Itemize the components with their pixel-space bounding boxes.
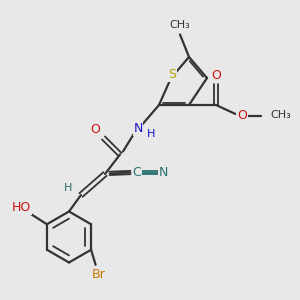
Text: H: H [64,183,73,194]
Text: C: C [133,166,142,179]
Text: CH₃: CH₃ [169,20,190,31]
Text: Br: Br [92,268,106,281]
Text: H: H [147,129,156,140]
Text: S: S [169,68,176,81]
Text: O: O [90,123,100,136]
Text: CH₃: CH₃ [270,110,291,121]
Text: N: N [159,166,168,179]
Text: N: N [133,122,143,136]
Text: HO: HO [12,201,31,214]
Text: O: O [237,109,247,122]
Text: O: O [211,69,221,82]
